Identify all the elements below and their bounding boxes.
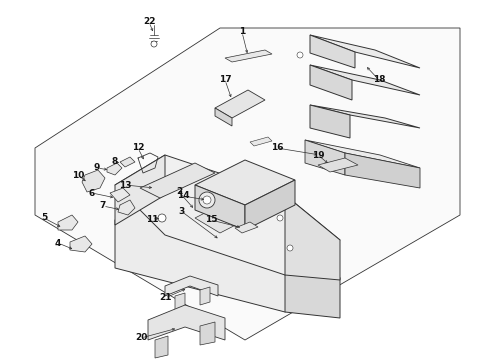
Polygon shape [305, 140, 420, 168]
Text: 5: 5 [41, 213, 47, 222]
Polygon shape [200, 287, 210, 305]
Polygon shape [107, 163, 122, 175]
Polygon shape [115, 155, 165, 225]
Text: 15: 15 [205, 216, 217, 225]
Polygon shape [70, 236, 92, 252]
Polygon shape [310, 65, 420, 95]
Text: 20: 20 [135, 333, 147, 342]
Text: 19: 19 [312, 150, 324, 159]
Polygon shape [165, 276, 218, 296]
Polygon shape [310, 105, 350, 138]
Polygon shape [175, 293, 185, 313]
Polygon shape [115, 155, 340, 275]
Polygon shape [310, 105, 420, 128]
Polygon shape [82, 170, 105, 192]
Text: 10: 10 [72, 171, 84, 180]
Text: 8: 8 [112, 158, 118, 166]
Polygon shape [318, 158, 358, 172]
Text: 4: 4 [55, 238, 61, 248]
Polygon shape [305, 140, 345, 175]
Polygon shape [195, 160, 295, 205]
Polygon shape [148, 305, 225, 340]
Polygon shape [110, 188, 130, 202]
Polygon shape [195, 200, 255, 233]
Polygon shape [215, 108, 232, 126]
Circle shape [277, 215, 283, 221]
Text: 22: 22 [143, 18, 155, 27]
Polygon shape [310, 65, 352, 100]
Circle shape [158, 214, 166, 222]
Text: 17: 17 [219, 76, 231, 85]
Text: 2: 2 [176, 188, 182, 197]
Polygon shape [120, 157, 135, 167]
Polygon shape [35, 28, 460, 340]
Polygon shape [235, 222, 258, 233]
Polygon shape [215, 90, 265, 118]
Circle shape [199, 192, 215, 208]
Polygon shape [195, 185, 245, 230]
Text: 12: 12 [132, 144, 144, 153]
Polygon shape [345, 153, 420, 188]
Polygon shape [115, 193, 340, 312]
Text: 18: 18 [373, 76, 385, 85]
Polygon shape [200, 322, 215, 345]
Circle shape [203, 196, 211, 204]
Text: 6: 6 [89, 189, 95, 198]
Text: 14: 14 [177, 192, 189, 201]
Polygon shape [245, 180, 295, 230]
Polygon shape [225, 50, 272, 62]
Polygon shape [285, 195, 340, 280]
Polygon shape [140, 163, 215, 198]
Text: 21: 21 [159, 293, 171, 302]
Text: 13: 13 [119, 180, 131, 189]
Polygon shape [250, 137, 272, 146]
Text: 7: 7 [100, 202, 106, 211]
Circle shape [297, 52, 303, 58]
Text: 3: 3 [178, 207, 184, 216]
Circle shape [151, 41, 157, 47]
Polygon shape [58, 215, 78, 230]
Text: 16: 16 [271, 144, 283, 153]
Polygon shape [310, 35, 355, 68]
Polygon shape [310, 35, 420, 68]
Text: 11: 11 [146, 215, 158, 224]
Polygon shape [285, 235, 340, 318]
Polygon shape [155, 336, 168, 358]
Text: 1: 1 [239, 27, 245, 36]
Circle shape [287, 245, 293, 251]
Text: 9: 9 [94, 163, 100, 172]
